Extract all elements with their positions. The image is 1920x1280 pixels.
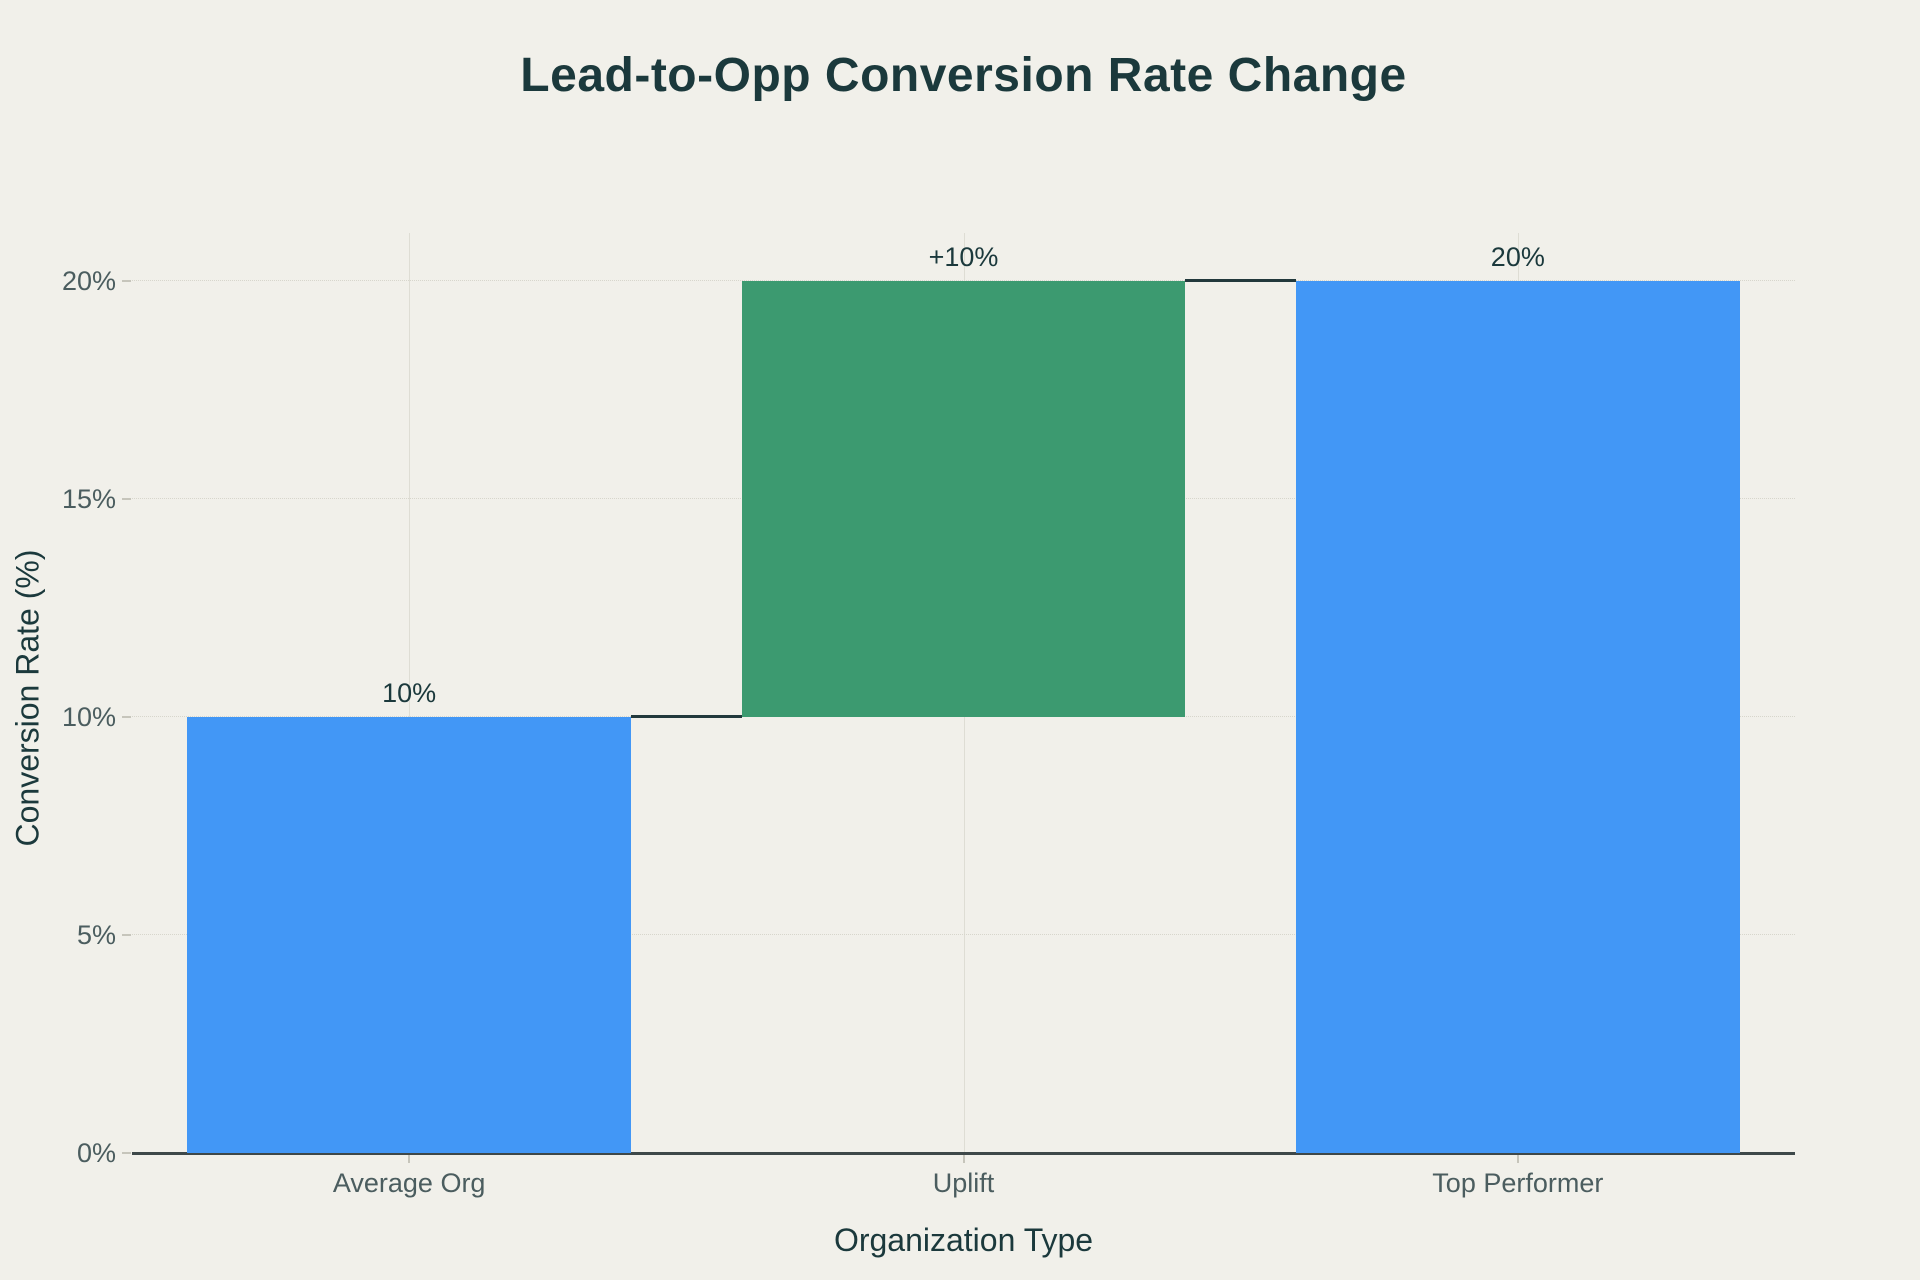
y-axis-title: Conversion Rate (%) (9, 549, 46, 847)
y-tick-label: 20% (61, 265, 116, 296)
y-tick-mark (122, 933, 131, 936)
y-tick-mark (122, 1152, 131, 1154)
x-tick-mark (408, 1155, 411, 1163)
gridline-vertical (409, 233, 411, 1153)
x-tick-mark (962, 1155, 965, 1163)
x-axis-title: Organization Type (833, 1222, 1094, 1258)
bar-top-performer[interactable] (1296, 280, 1740, 1153)
gridline-horizontal (132, 716, 1795, 718)
x-tick-label: Average Org (332, 1168, 486, 1198)
y-tick-label: 10% (61, 701, 116, 732)
x-tick-mark (1516, 1155, 1519, 1163)
y-tick-mark (122, 715, 131, 718)
bar-average-org[interactable] (187, 716, 631, 1153)
y-tick-label: 15% (61, 483, 116, 514)
waterfall-connector (630, 714, 742, 718)
y-tick-mark (122, 497, 131, 500)
bar-value-label: +10% (928, 241, 999, 272)
x-tick-label: Uplift (932, 1168, 995, 1198)
x-axis-line (132, 1152, 1795, 1155)
bar-value-label: 10% (382, 677, 437, 708)
bar-uplift[interactable] (741, 280, 1186, 717)
y-tick-label: 0% (76, 1138, 116, 1168)
chart-title: Lead-to-Opp Conversion Rate Change (520, 49, 1407, 102)
bar-value-label: 20% (1490, 241, 1545, 272)
y-tick-mark (122, 279, 131, 282)
x-tick-label: Top Performer (1432, 1168, 1604, 1198)
waterfall-connector (1185, 278, 1297, 282)
gridline-horizontal (132, 934, 1795, 936)
y-tick-label: 5% (76, 919, 116, 950)
